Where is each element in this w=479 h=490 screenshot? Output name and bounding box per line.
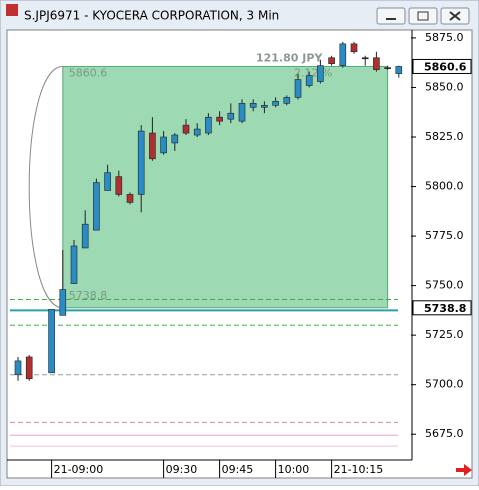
candle-body: [283, 97, 291, 104]
candle-body: [317, 65, 324, 82]
price-label: 5738.8: [424, 302, 466, 315]
candle-body: [126, 194, 134, 203]
maximize-button[interactable]: [408, 7, 438, 25]
candle-body: [70, 245, 78, 284]
candle-body: [216, 116, 223, 122]
candle-body: [115, 176, 123, 195]
x-tick-label: 09:30: [166, 463, 198, 476]
candle-body: [93, 182, 100, 231]
candle-body: [81, 223, 89, 249]
measure-box: [62, 65, 389, 309]
scroll-arrow[interactable]: [456, 464, 472, 476]
y-tick-label: 5875.0: [425, 31, 464, 44]
candle-body: [350, 43, 358, 53]
candle-body: [384, 67, 391, 69]
window-title: S.JPJ6971 - KYOCERA CORPORATION, 3 Min: [24, 9, 279, 23]
x-tick-label: 09:45: [222, 463, 254, 476]
candle-body: [149, 132, 156, 160]
candle-body: [193, 128, 201, 136]
candle-body: [361, 57, 369, 60]
measure-change-label: 121.80 JPY: [256, 51, 323, 64]
measure-percent-label: 2.12 %: [294, 66, 332, 79]
y-tick-label: 5675.0: [425, 427, 464, 440]
candle-body: [294, 79, 302, 98]
measure-start-label: 5738.8: [69, 289, 108, 302]
close-icon: [449, 11, 461, 21]
y-tick-label: 5775.0: [425, 229, 464, 242]
candle-body: [272, 101, 279, 106]
candle-body: [328, 57, 335, 64]
minimize-button[interactable]: [376, 7, 406, 25]
candle-body: [373, 57, 380, 70]
candle-body: [205, 116, 212, 134]
y-tick-label: 5850.0: [425, 80, 464, 93]
price-label-box: [412, 300, 472, 316]
candle-body: [339, 43, 347, 66]
x-tick-label: 21-09:00: [54, 463, 104, 476]
maximize-icon: [417, 11, 429, 21]
measure-end-label: 5860.6: [69, 66, 108, 79]
candle-body: [59, 289, 67, 316]
candle-body: [261, 104, 268, 108]
x-tick-label: 10:00: [278, 463, 310, 476]
candle-body: [171, 134, 179, 144]
window-icon: [6, 4, 18, 16]
candle-body: [25, 356, 33, 380]
candle-body: [227, 112, 235, 120]
y-tick-label: 5725.0: [425, 328, 464, 341]
candle-body: [104, 172, 111, 191]
price-label: 5860.6: [424, 60, 467, 73]
y-tick-label: 5700.0: [425, 378, 464, 391]
candle-body: [182, 124, 190, 134]
y-tick-label: 5800.0: [425, 180, 464, 193]
price-label-box: [412, 58, 472, 74]
candle-body: [249, 103, 257, 108]
x-tick-label: 21-10:15: [334, 463, 384, 476]
candle-body: [238, 103, 246, 122]
candle-body: [137, 130, 145, 195]
measure-arc: [28, 65, 63, 309]
candle-body: [14, 360, 22, 376]
y-tick-label: 5750.0: [425, 279, 464, 292]
candle-body: [395, 66, 403, 74]
y-tick-label: 5825.0: [425, 130, 464, 143]
candle-body: [305, 75, 313, 86]
candle-body: [48, 309, 55, 374]
candle-body: [160, 136, 167, 154]
